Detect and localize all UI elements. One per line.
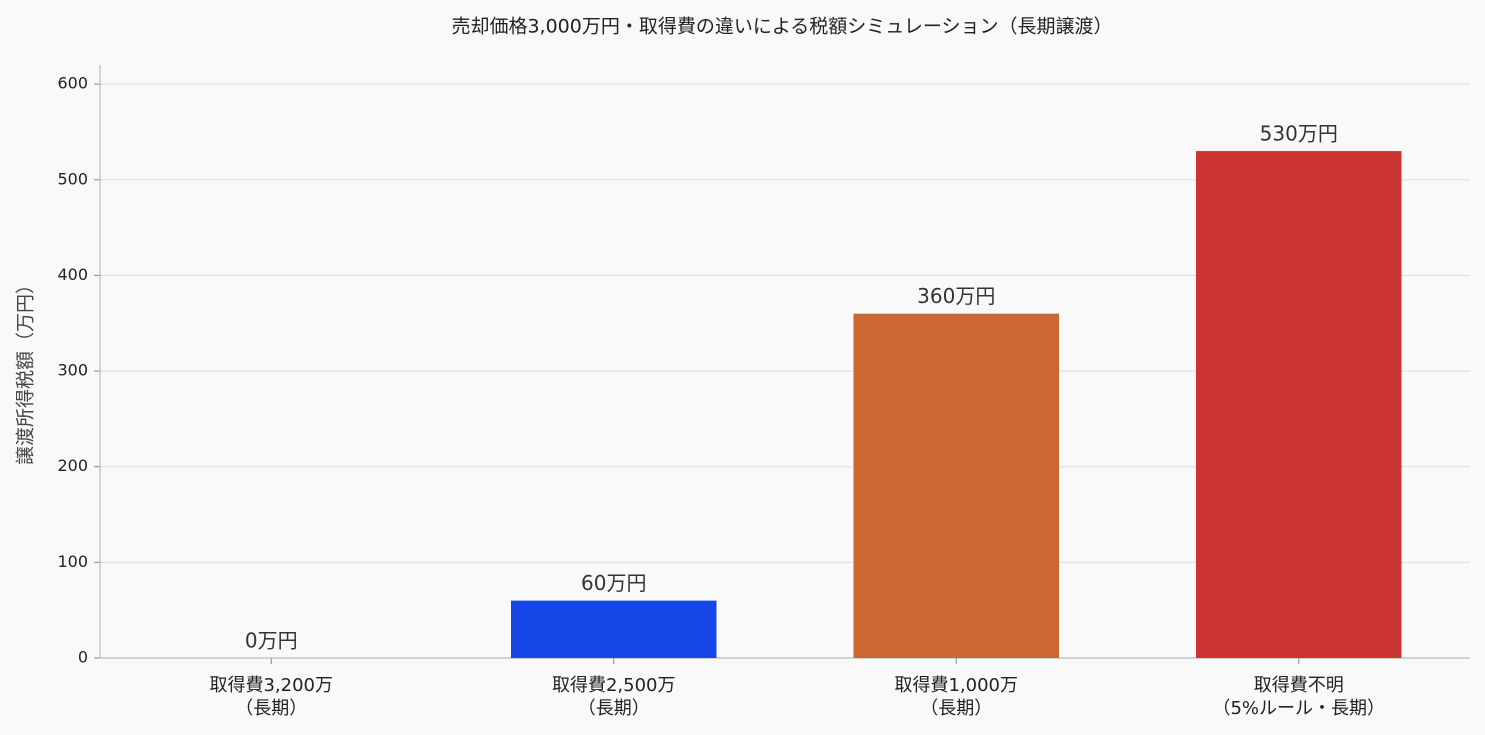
bar: [1196, 151, 1402, 659]
x-tick-label: 取得費1,000万: [894, 675, 1018, 696]
y-tick-label: 400: [57, 265, 88, 284]
x-tick-label: 取得費不明: [1254, 675, 1344, 696]
y-tick-label: 300: [57, 361, 88, 380]
chart-title: 売却価格3,000万円・取得費の違いによる税額シミュレーション（長期譲渡）: [451, 16, 1112, 38]
x-tick-label: （5%ルール・長期）: [1212, 698, 1385, 719]
y-tick-label: 200: [57, 456, 88, 475]
y-axis-label: 譲渡所得税額（万円）: [15, 275, 37, 465]
x-tick-label: （長期）: [578, 698, 650, 719]
x-tick-label: （長期）: [920, 698, 992, 719]
x-tick-label: 取得費2,500万: [552, 675, 676, 696]
y-tick-label: 600: [57, 74, 88, 93]
value-label: 0万円: [245, 629, 298, 653]
value-label: 530万円: [1260, 122, 1338, 146]
value-label: 360万円: [917, 284, 995, 308]
x-tick-label: （長期）: [235, 698, 307, 719]
y-tick-label: 100: [57, 552, 88, 571]
y-tick-label: 0: [78, 648, 88, 667]
bar: [511, 600, 717, 658]
value-label: 60万円: [581, 571, 646, 595]
x-tick-label: 取得費3,200万: [209, 675, 333, 696]
bar: [853, 313, 1059, 658]
y-tick-label: 500: [57, 169, 88, 188]
